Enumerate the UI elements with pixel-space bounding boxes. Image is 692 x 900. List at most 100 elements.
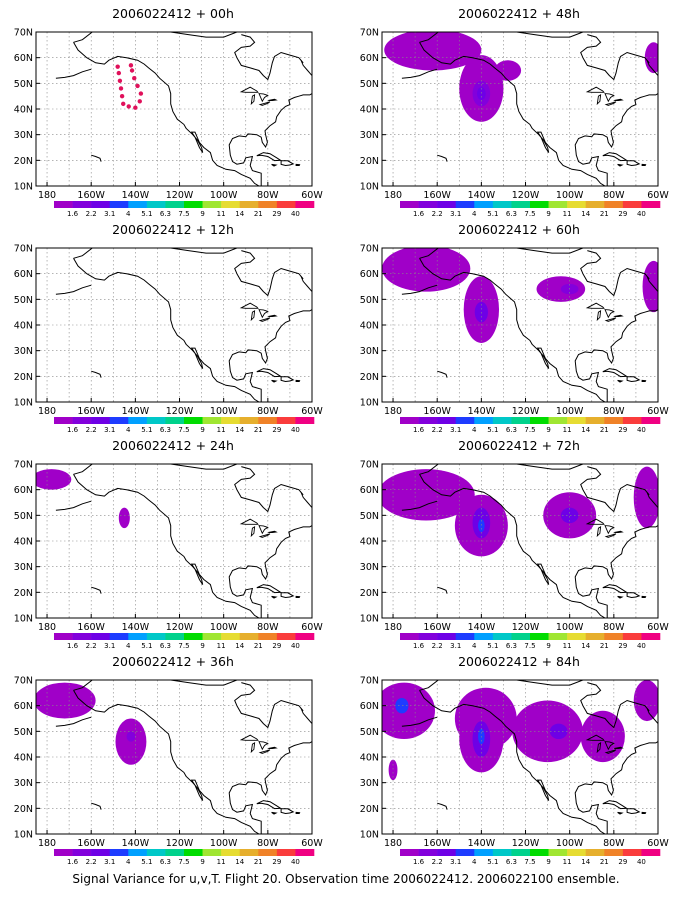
coastline — [641, 595, 647, 598]
map-plot: 70N 60N 50N 40N 30N 20N 10N 180 160W 140W 120W 100W… — [360, 28, 670, 219]
colorbar-label: 11 — [563, 426, 572, 434]
colorbar-label: 11 — [217, 858, 226, 866]
map-panel: 2006022412 + 36h 70N 60N 50N 40N 30N 20N 10N 180… — [0, 648, 346, 873]
colorbar-swatch — [530, 201, 549, 208]
coastline — [401, 500, 438, 511]
coastline — [602, 800, 629, 810]
colorbar-swatch — [511, 201, 531, 208]
lat-tick-label: 10N — [14, 614, 33, 625]
panel-title: 2006022412 + 48h — [458, 6, 580, 21]
colorbar-swatch — [109, 633, 129, 640]
coastline — [258, 533, 271, 538]
colorbar-label: 4 — [126, 426, 131, 434]
coastline — [602, 584, 629, 594]
colorbar-swatch — [91, 201, 111, 208]
colorbar-swatch — [585, 201, 605, 208]
coastline — [582, 51, 650, 81]
lat-tick-label: 50N — [14, 727, 33, 738]
coastline — [236, 699, 304, 729]
coastline — [73, 680, 238, 691]
colorbar-label: 3.1 — [104, 426, 115, 434]
observation-point — [126, 104, 131, 109]
lon-tick-label: 180 — [38, 838, 56, 849]
colorbar-swatch — [165, 417, 185, 424]
lon-tick-label: 180 — [38, 190, 56, 201]
colorbar-label: 1.6 — [67, 426, 79, 434]
colorbar-swatch — [641, 633, 661, 640]
colorbar-swatch — [91, 849, 111, 856]
coastline — [239, 302, 259, 309]
colorbar-label: 7.5 — [524, 858, 535, 866]
colorbar-swatch — [72, 201, 92, 208]
map-panel: 2006022412 + 72h 70N 60N 50N 40N 30N 20N 10N 180… — [346, 432, 692, 657]
colorbar-swatch — [184, 849, 203, 856]
lat-tick-label: 30N — [14, 562, 33, 573]
colorbar-label: 40 — [291, 858, 300, 866]
colorbar-swatch — [418, 849, 438, 856]
lon-tick-label: 160W — [423, 838, 451, 849]
lon-tick-label: 80W — [603, 838, 625, 849]
colorbar-swatch — [585, 417, 605, 424]
colorbar-label: 7.5 — [178, 210, 189, 218]
colorbar-swatch — [146, 417, 166, 424]
coastline — [419, 258, 606, 402]
colorbar-swatch — [128, 849, 148, 856]
map-plot: 70N 60N 50N 40N 30N 20N 10N 180 160W 140W 120W 100W… — [360, 460, 670, 651]
lat-tick-label: 20N — [14, 372, 33, 383]
colorbar-label: 6.3 — [160, 426, 171, 434]
coastline — [169, 458, 198, 462]
colorbar-swatch — [530, 417, 549, 424]
coastline — [617, 595, 624, 599]
lat-tick-label: 10N — [14, 830, 33, 841]
colorbar-swatch — [511, 633, 531, 640]
coastline — [580, 250, 602, 274]
lat-tick-label: 40N — [14, 753, 33, 764]
lon-tick-label: 100W — [210, 406, 238, 417]
colorbar-label: 3.1 — [104, 858, 115, 866]
colorbar-label: 9 — [200, 858, 204, 866]
coastline — [258, 101, 271, 106]
lon-tick-label: 80W — [603, 406, 625, 417]
colorbar-label: 6.3 — [160, 858, 171, 866]
coastline — [55, 284, 92, 295]
colorbar-label: 4 — [472, 858, 477, 866]
coastline — [641, 379, 647, 382]
colorbar-label: 2.2 — [86, 642, 97, 650]
panel-title: 2006022412 + 72h — [458, 438, 580, 453]
coastline — [256, 152, 283, 162]
coastline — [228, 93, 312, 186]
lat-tick-label: 70N — [14, 28, 33, 39]
lon-tick-label: 60W — [301, 406, 323, 417]
colorbar-label: 2.2 — [86, 210, 97, 218]
colorbar-swatch — [54, 633, 73, 640]
coastline — [596, 94, 602, 106]
colorbar-swatch — [184, 633, 203, 640]
colorbar-swatch — [72, 417, 92, 424]
lat-tick-label: 50N — [360, 295, 379, 306]
map-plot: 70N 60N 50N 40N 30N 20N 10N 180 160W 140W 120W 100W… — [14, 458, 324, 651]
colorbar-swatch — [567, 633, 587, 640]
colorbar-label: 29 — [272, 426, 281, 434]
colorbar-label: 40 — [637, 858, 646, 866]
coastline — [660, 295, 673, 307]
colorbar-label: 11 — [563, 858, 572, 866]
lon-tick-label: 100W — [556, 622, 584, 633]
coastline — [419, 690, 606, 834]
coastline — [585, 86, 605, 93]
observation-point — [132, 76, 137, 81]
coastline — [419, 680, 584, 691]
lon-tick-label: 80W — [603, 622, 625, 633]
coastline — [585, 518, 605, 525]
colorbar-label: 2.2 — [432, 426, 443, 434]
coastline — [73, 464, 238, 475]
colorbar-swatch — [165, 633, 185, 640]
lon-tick-label: 140W — [122, 622, 150, 633]
coastline — [73, 32, 238, 43]
lon-tick-label: 160W — [423, 406, 451, 417]
panel-title: 2006022412 + 84h — [458, 654, 580, 669]
observation-point — [121, 101, 126, 107]
coastline — [646, 708, 658, 724]
colorbar-label: 7.5 — [178, 642, 189, 650]
coastline — [280, 160, 295, 167]
lat-tick-label: 20N — [14, 588, 33, 599]
